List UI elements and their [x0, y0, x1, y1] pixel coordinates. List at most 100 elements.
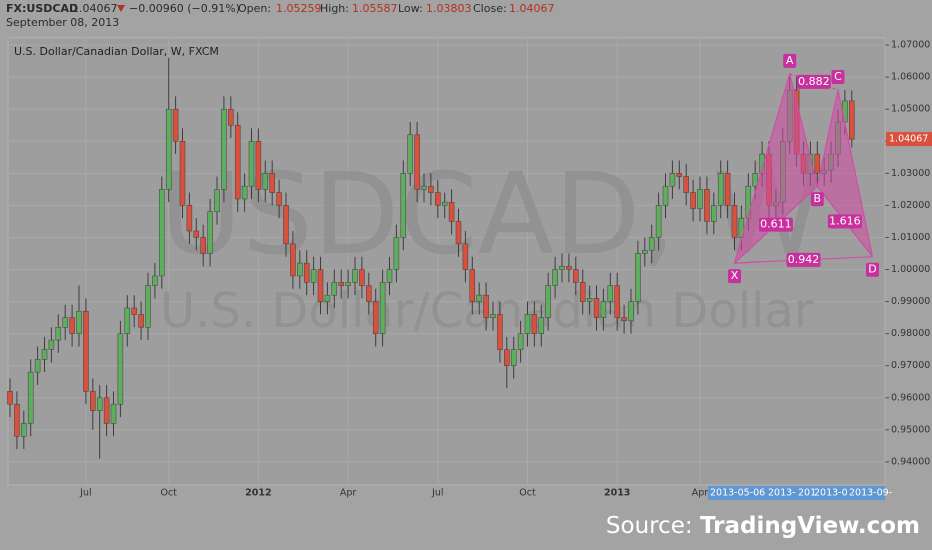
candle-body [593, 298, 600, 318]
candle-body [573, 269, 579, 283]
candle-body [14, 403, 20, 437]
candle-body [283, 205, 289, 245]
candle-body [62, 317, 68, 328]
source: Source: TradingView.com [606, 513, 920, 539]
candle-body [48, 339, 55, 350]
x-tick-label: Oct [160, 488, 177, 499]
candle-body [483, 294, 489, 318]
range-date-label: 2013-05-06 [710, 488, 765, 499]
last-price-label: 1.04067 [889, 134, 928, 145]
pattern-ratio: 0.882 [798, 75, 830, 88]
candle-body [497, 314, 503, 350]
candle-body [635, 253, 641, 302]
candle-body [248, 141, 255, 187]
candle-body [34, 359, 41, 373]
candle-body [214, 189, 220, 213]
candle-body [207, 211, 213, 254]
candle-body [545, 285, 551, 318]
candle-body [476, 294, 482, 302]
candle-body [662, 185, 669, 206]
high-value: 1.05587 [352, 2, 398, 15]
candle-body [510, 349, 517, 366]
candles [7, 57, 855, 459]
candle-body [179, 141, 186, 206]
candle-body [559, 266, 565, 270]
candle-body [400, 173, 407, 238]
source-prefix: Source: [606, 513, 700, 539]
candle-body [690, 192, 696, 209]
candle-body [711, 205, 717, 222]
harmonic-pattern: X A B C D 0.882 0.611 1.616 0.942 [728, 53, 879, 284]
x-tick-label: Apr [692, 488, 709, 499]
symbol: FX:USDCAD [6, 2, 78, 15]
candle-body [90, 391, 96, 411]
grid [8, 38, 885, 485]
y-tick-label: 1.01000 [891, 232, 930, 243]
range-highlight [708, 486, 885, 500]
candle-body [462, 243, 469, 270]
range-date-label: 2013- [768, 488, 796, 499]
candle-body [366, 285, 372, 302]
open-label: Open: [238, 2, 271, 15]
candle-body [41, 349, 48, 360]
pattern-point-label: D [868, 263, 876, 276]
date: September 08, 2013 [6, 16, 119, 29]
candle-body [69, 317, 75, 334]
pattern-ratio-box [758, 217, 793, 232]
candle-body [455, 221, 462, 245]
candle-body [310, 269, 317, 283]
pattern-point-label-box [728, 269, 741, 284]
candle-body [145, 285, 151, 328]
candle-body [76, 310, 82, 334]
candle-body [421, 185, 427, 190]
candle-body [697, 189, 703, 209]
last-price: 1.04067 [72, 2, 118, 15]
open-value: 1.05259 [276, 2, 322, 15]
pattern-point-label: A [786, 54, 794, 67]
y-tick-label: 0.96000 [891, 392, 930, 403]
y-tick-label: 0.99000 [891, 296, 930, 307]
y-tick-label: 0.94000 [891, 456, 930, 467]
candle-body [614, 285, 620, 318]
candle-body [517, 333, 524, 350]
candle-body [648, 237, 655, 251]
candle-body [276, 192, 282, 206]
candle-body [504, 349, 510, 366]
candle-body [717, 173, 724, 206]
candle-body [234, 124, 241, 200]
candle-body [379, 282, 386, 334]
candle-body [352, 269, 358, 283]
y-tick-label: 1.02000 [891, 200, 930, 211]
pattern-point-label-box [866, 262, 879, 277]
pattern-point-label: B [814, 192, 822, 205]
candle-body [490, 314, 496, 318]
candle-body [655, 205, 662, 238]
x-tick-label: Apr [340, 488, 357, 499]
candle-body [435, 192, 441, 206]
y-tick-label: 1.03000 [891, 168, 930, 179]
candle-body [262, 173, 269, 190]
last-price-tag [886, 132, 932, 147]
pattern-ratio: 1.616 [829, 214, 861, 227]
candle-body [221, 108, 227, 190]
candle-body [138, 314, 144, 328]
candle-body [386, 269, 393, 283]
candle-body [683, 176, 689, 193]
candle-body [552, 269, 558, 286]
candle-body [269, 173, 275, 193]
candle-body [7, 391, 13, 405]
candle-body [621, 317, 627, 322]
candle-body [724, 173, 731, 206]
candle-body [628, 301, 634, 322]
candle-body [669, 173, 676, 187]
pattern-point-label-box [831, 69, 845, 84]
candle-body [359, 269, 365, 286]
y-tick-label: 0.95000 [891, 424, 930, 435]
candle-body [193, 230, 200, 238]
range-date-label: 2013-0 [814, 488, 848, 499]
candle-body [96, 397, 103, 411]
pattern-point-label: C [834, 70, 842, 83]
y-tick-label: 1.05000 [891, 104, 930, 115]
x-tick-label: 2012 [245, 488, 271, 499]
